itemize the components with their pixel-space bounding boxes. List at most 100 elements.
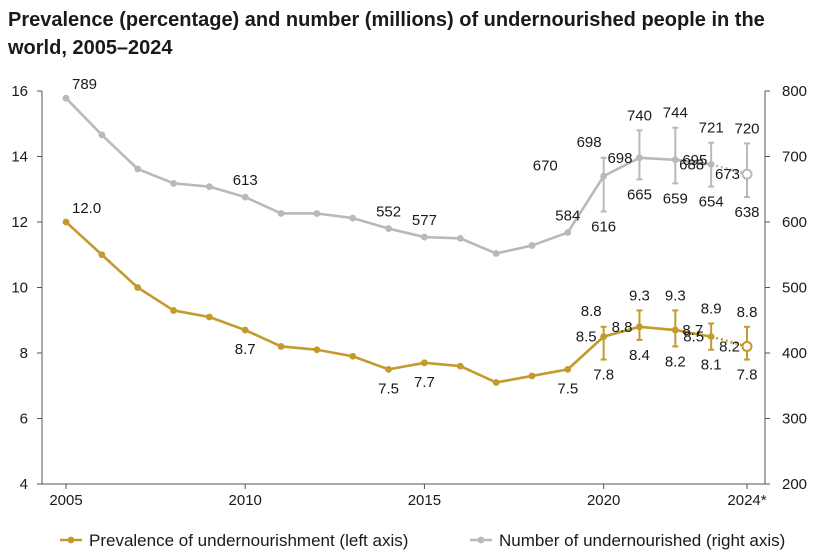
data-point xyxy=(205,313,213,321)
data-label: 552 xyxy=(376,204,401,221)
data-label: 8.8 xyxy=(581,303,602,320)
data-point xyxy=(636,323,643,331)
data-label: 654 xyxy=(699,194,724,211)
data-point xyxy=(636,154,643,162)
data-point xyxy=(671,156,679,164)
x-tick-label: 2020 xyxy=(587,492,620,509)
axes: 4 6 8 10 12 14 16 200 300 400 500 600 700 800 2005 2010… xyxy=(11,83,807,509)
data-label: 7.5 xyxy=(378,380,399,397)
data-label: 698 xyxy=(577,134,602,151)
legend: Prevalence of undernourishment (left axi… xyxy=(60,531,785,550)
x-tick-label: 2005 xyxy=(49,492,82,509)
left-tick-label: 16 xyxy=(11,83,28,100)
data-label: 8.5 xyxy=(683,329,704,346)
data-point xyxy=(492,379,500,386)
data-point xyxy=(600,333,608,341)
data-label: 8.1 xyxy=(701,357,722,374)
data-point xyxy=(134,165,142,173)
data-label: 9.3 xyxy=(629,287,650,304)
data-label: 7.8 xyxy=(593,367,614,384)
data-label: 8.5 xyxy=(576,329,597,346)
data-label: 577 xyxy=(412,212,437,229)
series-projection-0 xyxy=(710,335,748,348)
data-point xyxy=(421,233,428,241)
data-point xyxy=(456,234,464,242)
right-tick-label: 400 xyxy=(782,345,807,362)
data-point xyxy=(528,242,536,249)
data-label: 695 xyxy=(682,152,707,169)
data-label: 659 xyxy=(663,190,688,207)
data-label: 7.7 xyxy=(414,374,435,391)
data-point xyxy=(277,343,285,350)
legend-swatch-point xyxy=(67,536,75,544)
x-tick-label: 2024* xyxy=(727,492,766,509)
data-label: 8.8 xyxy=(612,319,633,336)
left-tick-label: 10 xyxy=(11,280,28,297)
data-point xyxy=(170,307,177,314)
data-point xyxy=(98,251,106,259)
data-point xyxy=(205,183,213,191)
data-point xyxy=(241,326,249,334)
data-label: 665 xyxy=(627,186,652,203)
data-label: 7.5 xyxy=(557,380,578,397)
legend-label: Number of undernourished (right axis) xyxy=(499,531,785,550)
data-point xyxy=(313,346,321,354)
data-label: 638 xyxy=(734,204,759,221)
data-label: 688 xyxy=(679,156,704,173)
data-point xyxy=(385,365,392,373)
data-point-projected xyxy=(741,168,753,180)
data-label: 673 xyxy=(715,166,740,183)
data-point xyxy=(62,218,70,226)
data-point xyxy=(707,333,715,341)
legend-swatch-point xyxy=(477,536,485,544)
data-label: 744 xyxy=(663,105,688,122)
right-tick-label: 500 xyxy=(782,280,807,297)
data-label: 698 xyxy=(607,150,632,167)
left-tick-label: 6 xyxy=(20,411,28,428)
data-label: 7.8 xyxy=(737,367,758,384)
series-projection-1 xyxy=(710,163,748,176)
right-tick-label: 700 xyxy=(782,149,807,166)
data-point xyxy=(134,284,142,291)
legend-label: Prevalence of undernourishment (left axi… xyxy=(89,531,408,550)
data-point xyxy=(600,172,608,180)
data-labels: 12.0 8.7 7.5 7.7 7.5 8.8 8.5 7.8 9.3 8.8 8.4 9.3 8.7… xyxy=(72,76,760,397)
data-point xyxy=(277,210,285,217)
left-tick-label: 12 xyxy=(11,214,28,231)
data-label: 721 xyxy=(699,120,724,137)
series-points xyxy=(62,94,753,386)
right-tick-label: 800 xyxy=(782,83,807,100)
left-tick-label: 8 xyxy=(20,345,28,362)
data-label: 8.8 xyxy=(737,304,758,321)
data-label: 8.7 xyxy=(235,341,256,358)
data-point xyxy=(421,359,428,367)
data-point xyxy=(313,210,321,217)
right-tick-label: 600 xyxy=(782,214,807,231)
data-label: 8.2 xyxy=(665,353,686,370)
data-point xyxy=(170,179,177,187)
x-tick-label: 2015 xyxy=(408,492,441,509)
data-label: 584 xyxy=(555,207,580,224)
data-label: 670 xyxy=(533,157,558,174)
right-tick-label: 200 xyxy=(782,476,807,493)
data-point xyxy=(349,352,357,360)
data-point xyxy=(564,229,572,236)
data-point xyxy=(671,326,679,334)
right-tick-label: 300 xyxy=(782,411,807,428)
data-label: 8.2 xyxy=(719,338,740,355)
data-label: 8.7 xyxy=(682,322,703,339)
data-label: 12.0 xyxy=(72,200,101,217)
data-label: 9.3 xyxy=(665,287,686,304)
data-label: 8.4 xyxy=(629,347,650,364)
data-point-projected xyxy=(741,340,753,352)
data-label: 8.9 xyxy=(701,301,722,318)
chart-title: Prevalence (percentage) and number (mill… xyxy=(8,9,765,59)
data-point xyxy=(385,225,392,232)
x-tick-label: 2010 xyxy=(229,492,262,509)
data-point xyxy=(492,250,500,257)
data-label: 740 xyxy=(627,107,652,124)
data-point xyxy=(98,131,106,139)
series-lines xyxy=(65,97,748,384)
data-point xyxy=(241,193,249,201)
